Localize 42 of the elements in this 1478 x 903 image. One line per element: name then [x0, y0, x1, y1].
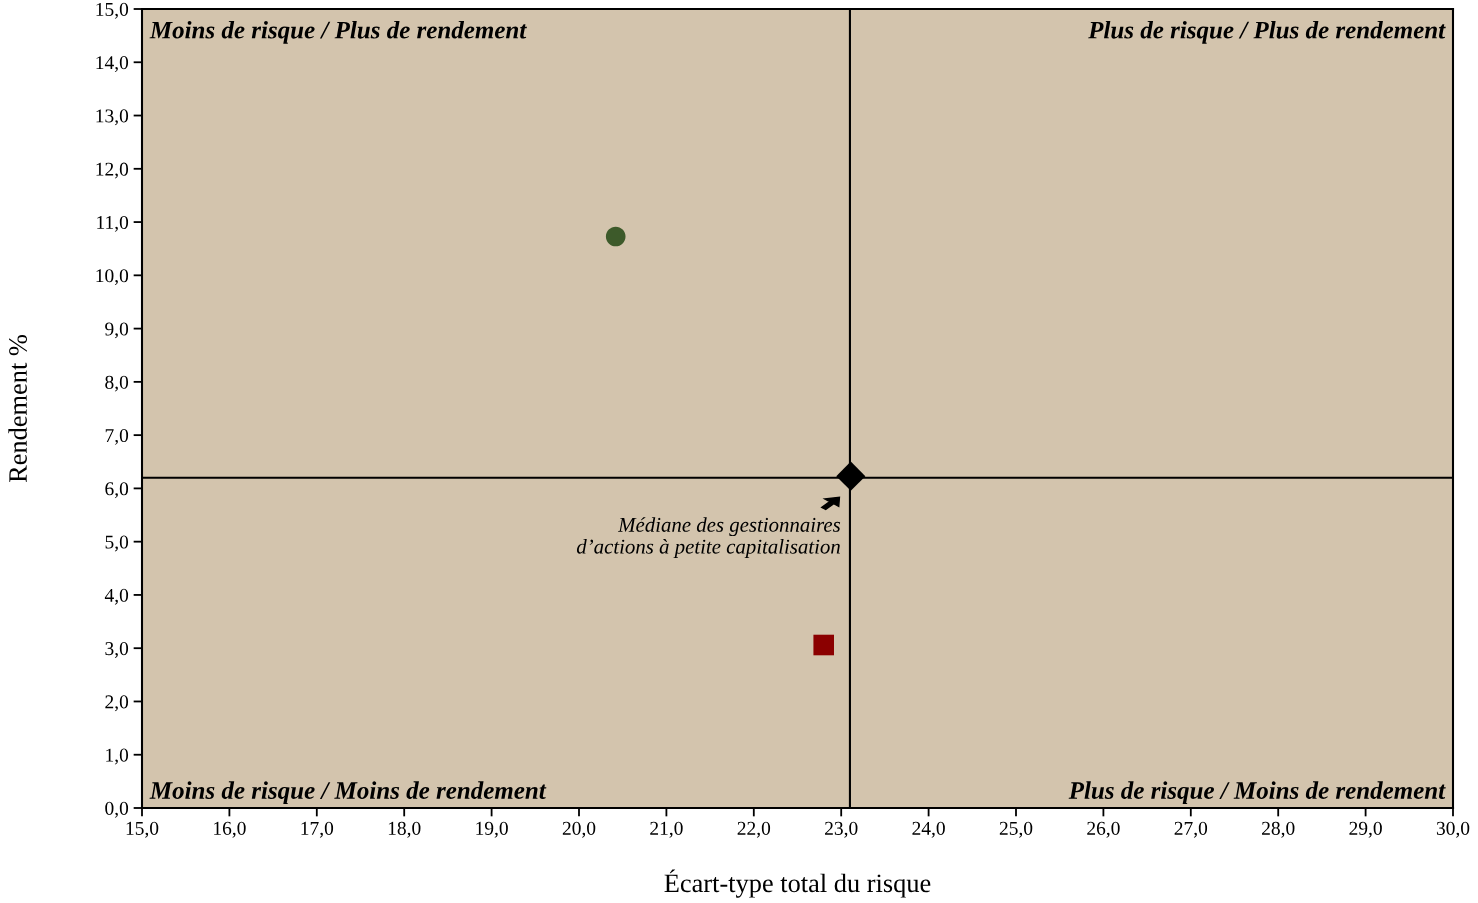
x-tick-label: 15,0	[126, 821, 159, 838]
y-tick-label: 9,0	[105, 322, 129, 339]
x-tick-label: 23,0	[825, 821, 858, 838]
annotation: Plus de risque / Plus de rendement	[1088, 20, 1446, 44]
x-tick-label: 19,0	[476, 821, 508, 838]
x-tick-label: 25,0	[999, 821, 1033, 838]
annotation: Médiane des gestionnaires d’actions à petite capitalisation	[576, 517, 841, 558]
y-tick-label: 1,0	[106, 748, 129, 765]
x-tick-label: 20,0	[562, 821, 596, 838]
y-tick-label: 11,0	[97, 215, 129, 232]
y-tick-label: 2,0	[105, 695, 129, 712]
y-tick-label: 6,0	[105, 482, 129, 499]
x-tick-label: 16,0	[214, 821, 246, 838]
x-tick-label: 29,0	[1349, 821, 1382, 838]
x-tick-label: 17,0	[301, 821, 334, 838]
x-axis-title: Écart-type total du risque	[664, 869, 931, 898]
y-tick-label: 12,0	[96, 162, 129, 179]
y-tick-label: 3,0	[105, 642, 129, 658]
y-tick-label: 7,0	[105, 428, 129, 445]
x-tick-label: 24,0	[912, 821, 945, 838]
x-tick-label: 28,0	[1262, 821, 1295, 838]
y-tick-label: 4,0	[104, 588, 129, 605]
y-tick-label: 5,0	[105, 535, 129, 552]
y-tick-label: 15,0	[96, 2, 129, 19]
x-tick-label: 21,0	[650, 821, 683, 838]
annotation: Moins de risque / Plus de rendement	[149, 20, 527, 44]
annotation: Moins de risque / Moins de rendement	[149, 781, 547, 805]
point	[605, 226, 626, 247]
y-tick-label: 0,0	[105, 801, 129, 818]
point	[813, 634, 835, 656]
x-tick-label: 18,0	[388, 821, 421, 838]
x-tick-label: 27,0	[1174, 821, 1208, 838]
y-tick-label: 10,0	[96, 269, 129, 286]
annotation: Plus de risque / Moins de rendement	[1068, 781, 1446, 805]
y-tick-label: 8,0	[105, 375, 129, 392]
y-tick-label: 13,0	[96, 109, 129, 126]
x-tick-label: 30,0	[1436, 821, 1470, 838]
y-tick-label: 14,0	[96, 56, 129, 72]
point	[836, 461, 866, 491]
x-tick-label: 22,0	[737, 821, 771, 838]
y-axis-title: Rendement %	[8, 335, 27, 483]
x-tick-label: 26,0	[1087, 821, 1120, 838]
